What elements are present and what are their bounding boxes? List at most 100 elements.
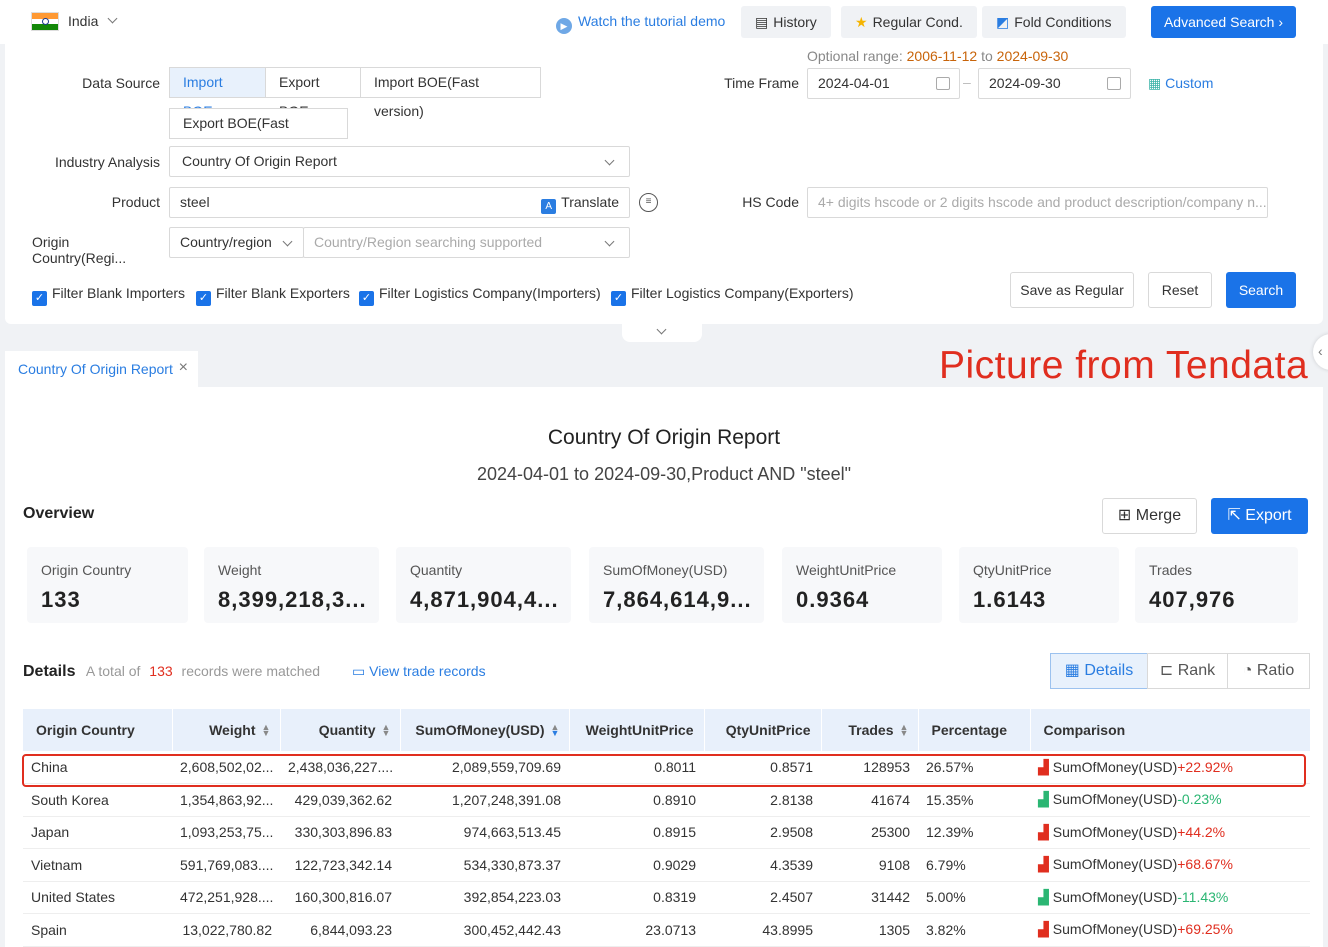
cell-country[interactable]: Vietnam [23, 848, 172, 882]
source-import-boe-fast[interactable]: Import BOE(Fast version) [360, 67, 541, 119]
export-button[interactable]: ⇱ Export [1211, 498, 1308, 534]
cell-pct: 3.82% [918, 913, 1030, 947]
tutorial-link[interactable]: ▶ Watch the tutorial demo [556, 13, 725, 34]
side-panel-toggle[interactable]: ‹ [1313, 334, 1328, 370]
filter-blank-exporters[interactable]: ✓ Filter Blank Exporters [196, 285, 350, 306]
top-bar: India ▶ Watch the tutorial demo ▤ History … [0, 0, 1328, 44]
col-qty-unit-price[interactable]: QtyUnitPrice [704, 709, 822, 751]
view-trade-records-link[interactable]: ▭ View trade records [352, 663, 486, 679]
cell-qup: 2.8138 [704, 783, 821, 817]
date-from-input[interactable]: 2024-04-01 [807, 68, 960, 99]
close-icon[interactable]: × [178, 359, 188, 376]
table-row[interactable]: United States 472,251,928.... 160,300,816.… [23, 881, 1310, 914]
regular-cond-button[interactable]: ★ Regular Cond. [841, 6, 977, 38]
cell-wup: 0.9029 [569, 848, 704, 882]
col-percentage[interactable]: Percentage [918, 709, 1031, 751]
view-ratio-button[interactable]: ◔ Ratio [1227, 653, 1310, 689]
comparison-value: -0.23% [1177, 791, 1222, 808]
cell-country[interactable]: South Korea [23, 783, 172, 817]
col-weight-unit-price[interactable]: WeightUnitPrice [569, 709, 705, 751]
reset-button[interactable]: Reset [1148, 272, 1212, 308]
cell-trades: 9108 [821, 848, 918, 882]
trend-up-chart-icon: ▟ [1038, 823, 1049, 840]
table-row[interactable]: China 2,608,502,02... 2,438,036,227.... 2,0… [23, 751, 1310, 784]
cell-money: 300,452,442.43 [400, 913, 569, 947]
rank-icon: ⊏ [1159, 662, 1174, 679]
save-regular-button[interactable]: Save as Regular [1010, 272, 1134, 308]
industry-label: Industry Analysis [54, 154, 160, 170]
date-to-input[interactable]: 2024-09-30 [978, 68, 1131, 99]
table-row[interactable]: South Korea 1,354,863,92... 429,039,362.62… [23, 783, 1310, 817]
cell-wup: 0.8910 [569, 783, 704, 817]
col-trades[interactable]: Trades ▲ ▼ [821, 709, 919, 751]
cell-money: 2,089,559,709.69 [400, 751, 569, 784]
origin-country-input[interactable]: Country/Region searching supported [303, 227, 630, 258]
metric-card: Weight 8,399,218,3... [204, 547, 379, 623]
grid-icon: ▦ [1148, 75, 1162, 91]
sort-icon[interactable]: ▲ ▼ [261, 722, 271, 738]
source-export-boe[interactable]: Export BOE [265, 67, 361, 119]
sort-icon[interactable]: ▲ ▼ [550, 722, 560, 738]
sort-icon[interactable]: ▲ ▼ [899, 722, 909, 738]
collapse-handle[interactable] [622, 324, 702, 342]
cell-comparison: ▟ SumOfMoney(USD)+44.2% [1030, 816, 1310, 849]
view-rank-button[interactable]: ⊏ Rank [1147, 653, 1228, 689]
tab-country-of-origin-report[interactable]: Country Of Origin Report × [5, 351, 198, 387]
col-weight[interactable]: Weight ▲ ▼ [172, 709, 281, 751]
metric-card: Origin Country 133 [27, 547, 188, 623]
filter-logistics-importers[interactable]: ✓ Filter Logistics Company(Importers) [359, 285, 601, 306]
records-icon: ▭ [352, 663, 366, 679]
cell-weight: 472,251,928.... [172, 881, 280, 914]
cell-qup: 0.8571 [704, 751, 821, 784]
origin-type-select[interactable]: Country/region [169, 227, 304, 258]
cell-weight: 1,354,863,92... [172, 783, 280, 817]
custom-button[interactable]: ▦ Custom [1148, 75, 1214, 91]
cell-wup: 0.8011 [569, 751, 704, 784]
table-row[interactable]: Japan 1,093,253,75... 330,303,896.83 974,66… [23, 816, 1310, 849]
col-quantity[interactable]: Quantity ▲ ▼ [280, 709, 401, 751]
translate-button[interactable]: A Translate [541, 188, 619, 217]
chevron-down-icon[interactable] [107, 13, 118, 24]
india-flag-icon[interactable] [31, 12, 59, 31]
advanced-search-button[interactable]: Advanced Search › [1151, 6, 1296, 38]
overview-heading: Overview [23, 505, 95, 522]
source-import-boe[interactable]: Import BOE [169, 67, 266, 119]
industry-select[interactable]: Country Of Origin Report [169, 146, 630, 177]
cell-country[interactable]: United States [23, 881, 172, 914]
table-row[interactable]: Spain 13,022,780.82 6,844,093.23 300,452,44… [23, 913, 1310, 947]
col-comparison[interactable]: Comparison [1030, 709, 1311, 751]
cell-quantity: 122,723,342.14 [280, 848, 400, 882]
col-sum-of-money[interactable]: SumOfMoney(USD) ▲ ▼ [400, 709, 570, 751]
cell-quantity: 160,300,816.07 [280, 881, 400, 914]
source-export-boe-fast[interactable]: Export BOE(Fast version) [169, 108, 348, 160]
translate-icon: A [541, 199, 557, 214]
product-input[interactable]: steel A Translate [169, 187, 630, 218]
comparison-value: +22.92% [1177, 758, 1233, 775]
settings-icon[interactable]: ≡ [639, 193, 658, 212]
table-row[interactable]: Vietnam 591,769,083.... 122,723,342.14 534,… [23, 848, 1310, 882]
cell-country[interactable]: Spain [23, 913, 172, 947]
cell-country[interactable]: Japan [23, 816, 172, 849]
cell-country[interactable]: China [23, 751, 172, 784]
cell-quantity: 429,039,362.62 [280, 783, 400, 817]
sort-icon[interactable]: ▲ ▼ [381, 722, 391, 738]
date-separator: – [963, 74, 971, 90]
search-button[interactable]: Search [1226, 272, 1296, 308]
history-button[interactable]: ▤ History [741, 6, 831, 38]
checkbox-checked-icon: ✓ [611, 291, 626, 306]
trend-down-chart-icon: ▟ [1038, 888, 1049, 905]
merge-button[interactable]: ⊞ Merge [1102, 498, 1197, 534]
checkbox-checked-icon: ✓ [196, 291, 211, 306]
filter-blank-importers[interactable]: ✓ Filter Blank Importers [32, 285, 185, 306]
country-selector[interactable]: India [68, 13, 99, 29]
cell-wup: 0.8915 [569, 816, 704, 849]
trend-up-chart-icon: ▟ [1038, 856, 1049, 873]
fold-icon: ◩ [996, 14, 1010, 30]
star-icon: ★ [855, 14, 868, 30]
view-details-button[interactable]: ▦ Details [1050, 653, 1148, 689]
hs-code-input[interactable]: 4+ digits hscode or 2 digits hscode and … [807, 187, 1268, 218]
col-origin-country[interactable]: Origin Country [23, 709, 173, 751]
filter-logistics-exporters[interactable]: ✓ Filter Logistics Company(Exporters) [611, 285, 854, 306]
fold-conditions-button[interactable]: ◩ Fold Conditions [982, 6, 1126, 38]
search-form: Data Source Import BOE Export BOE Import… [5, 44, 1323, 342]
